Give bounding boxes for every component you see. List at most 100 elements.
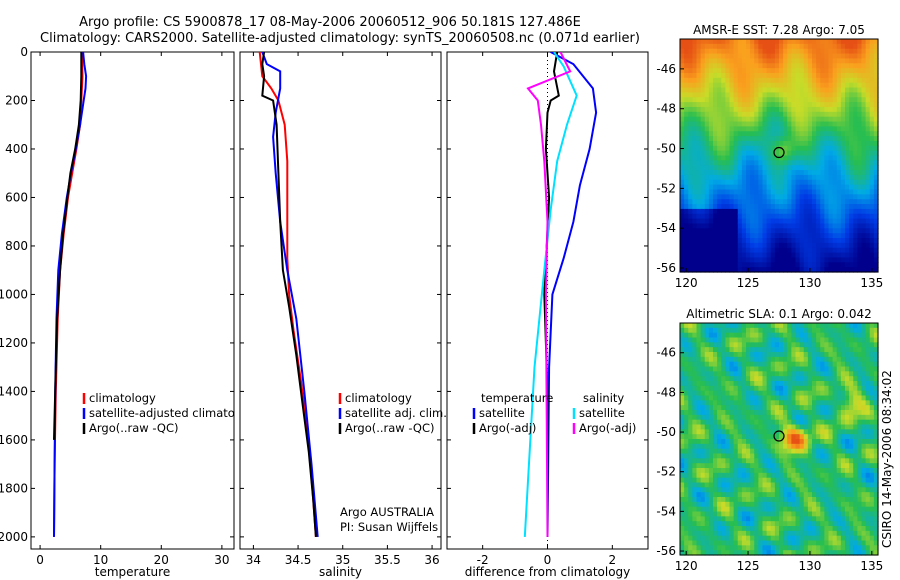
sst_map-cell — [741, 77, 747, 84]
sst_map-cell — [708, 208, 714, 215]
sla_map-cell — [729, 323, 735, 329]
sla_map-cell — [853, 385, 858, 392]
sla_map-cell — [696, 366, 702, 372]
sla_map-cell — [725, 356, 731, 363]
sst_map-cell — [791, 58, 797, 64]
sla_map-cell — [700, 439, 706, 445]
sst_map-cell — [692, 145, 698, 152]
sst_map-cell — [807, 53, 813, 60]
sst_map-cell — [869, 218, 875, 225]
sst_map-cell — [857, 136, 863, 142]
sst_map-cell — [795, 199, 801, 205]
sst_map-cell — [861, 238, 867, 244]
sla_map-cell — [787, 526, 792, 532]
sst_map-cell — [824, 238, 830, 244]
sst_map-cell — [766, 131, 772, 137]
sla_map-cell — [692, 327, 698, 334]
sla_map-cell — [832, 342, 838, 348]
sla_map-cell — [721, 390, 726, 397]
sst_map-cell — [865, 43, 871, 50]
sla_map-cell — [779, 521, 784, 527]
sst_map-cell — [750, 194, 755, 200]
sla_map-cell — [869, 487, 875, 493]
sst_map-cell — [758, 48, 764, 55]
sla_map-cell — [737, 371, 743, 377]
sst_map-cell — [799, 145, 805, 152]
sst_map-cell — [766, 257, 772, 263]
sst_map-cell — [799, 194, 805, 200]
sla_map-cell — [708, 487, 714, 493]
sla_map-cell — [865, 327, 871, 334]
sla_map-cell — [869, 323, 875, 329]
sla_map-cell — [762, 540, 768, 546]
sst_map-cell — [824, 106, 830, 113]
sst_map-cell — [733, 97, 739, 103]
sst_map-cell — [857, 184, 863, 191]
sst_map-cell — [795, 262, 801, 268]
sst_map-cell — [832, 121, 838, 127]
sla_map-cell — [741, 332, 747, 339]
sla_map-cell — [733, 487, 739, 493]
sst_map-cell — [713, 97, 718, 103]
sla_map-cell — [717, 410, 722, 416]
sst_map-cell — [783, 145, 788, 152]
sla_map-cell — [807, 361, 813, 368]
sst_map-cell — [812, 77, 817, 84]
sst_map-cell — [696, 252, 702, 259]
sla_map-cell — [680, 487, 685, 493]
sst_map-cell — [869, 140, 875, 147]
sst_map-cell — [791, 126, 797, 132]
sst_map-cell — [783, 63, 788, 69]
sst_map-cell — [783, 72, 788, 79]
sla_map-cell — [766, 414, 772, 421]
sla_map-cell — [774, 347, 780, 353]
sla_map-cell — [836, 482, 842, 488]
sst_map-cell — [688, 228, 693, 234]
sla_map-cell — [725, 366, 731, 372]
sla_map-cell — [853, 381, 858, 387]
sla_map-cell — [865, 526, 871, 532]
sla_map-cell — [812, 414, 817, 421]
sst_map-cell — [857, 82, 863, 89]
sla_map-cell — [873, 526, 879, 532]
depth-tick-label: 600 — [5, 190, 28, 204]
sla_map-cell — [845, 323, 850, 329]
sla_map-cell — [857, 414, 863, 421]
sla_map-cell — [704, 424, 710, 430]
sla_map-cell — [783, 453, 788, 459]
sst_map-cell — [820, 39, 825, 45]
sla_map-cell — [795, 385, 801, 392]
sla_map-cell — [820, 472, 825, 479]
sla_map-cell — [762, 501, 768, 508]
sst_map-cell — [713, 223, 718, 229]
sla_map-cell — [713, 497, 718, 503]
sst_map-cell — [791, 179, 797, 186]
sst_map-cell — [865, 106, 871, 113]
sst_map-cell — [704, 165, 710, 171]
sla_map-cell — [783, 405, 788, 411]
sla_map-cell — [803, 526, 809, 532]
sst_map-cell — [704, 179, 710, 186]
sst_map-cell — [721, 194, 726, 200]
sst_map-cell — [754, 228, 759, 234]
sla_map-cell — [832, 361, 838, 368]
sla_map-cell — [766, 429, 772, 435]
sst_map-cell — [816, 199, 821, 205]
sst_map-cell — [696, 184, 702, 191]
sla_map-cell — [713, 453, 718, 459]
sla_map-cell — [762, 463, 768, 469]
sla_map-cell — [787, 356, 792, 363]
sla_map-cell — [840, 347, 846, 353]
sla_map-cell — [688, 414, 693, 421]
sst_map-cell — [783, 247, 788, 254]
sla_map-cell — [717, 443, 722, 450]
sst_map-cell — [746, 257, 751, 263]
sst_map-cell — [713, 204, 718, 210]
sla_map-cell — [824, 521, 830, 527]
sla_map-cell — [696, 424, 702, 430]
sla_map-cell — [845, 332, 850, 339]
sla_map-cell — [820, 327, 825, 334]
sla_map-cell — [799, 550, 805, 556]
sst_map-cell — [733, 165, 739, 171]
sla_map-cell — [873, 511, 879, 517]
